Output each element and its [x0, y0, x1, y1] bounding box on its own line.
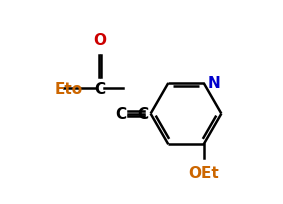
Text: O: O: [94, 33, 106, 48]
Text: N: N: [207, 76, 220, 91]
Text: C: C: [115, 107, 126, 122]
Text: OEt: OEt: [188, 165, 219, 180]
Text: C: C: [95, 81, 106, 96]
Text: C: C: [138, 107, 149, 122]
Text: Eto: Eto: [55, 81, 83, 96]
